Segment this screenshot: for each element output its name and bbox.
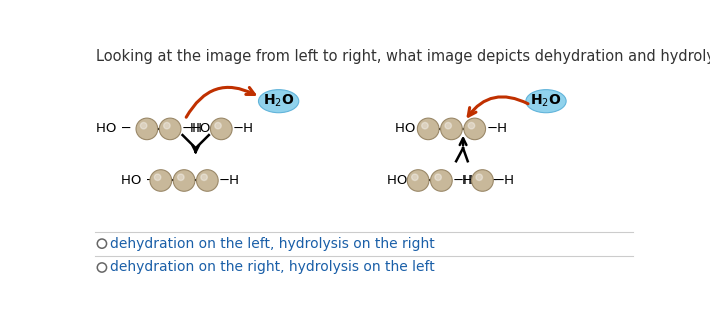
Text: dehydration on the right, hydrolysis on the left: dehydration on the right, hydrolysis on … (111, 261, 435, 275)
Circle shape (441, 118, 462, 140)
Circle shape (173, 170, 195, 191)
Circle shape (197, 170, 218, 191)
Circle shape (154, 174, 161, 180)
Circle shape (163, 122, 170, 129)
Text: −H: −H (219, 174, 240, 187)
Circle shape (464, 118, 486, 140)
Circle shape (136, 118, 158, 140)
Text: HO −: HO − (97, 122, 132, 135)
Text: HO −: HO − (387, 174, 423, 187)
Circle shape (417, 118, 439, 140)
Circle shape (468, 122, 475, 129)
Circle shape (210, 118, 232, 140)
Text: HO −: HO − (190, 122, 226, 135)
Text: Looking at the image from left to right, what image depicts dehydration and hydr: Looking at the image from left to right,… (97, 49, 710, 64)
Circle shape (476, 174, 483, 180)
Text: HO −: HO − (121, 174, 156, 187)
Text: −H: −H (233, 122, 254, 135)
Circle shape (430, 170, 452, 191)
Circle shape (412, 174, 418, 180)
Ellipse shape (526, 90, 566, 113)
Circle shape (214, 122, 222, 129)
Circle shape (150, 170, 172, 191)
Text: −H: −H (453, 174, 474, 187)
Text: −H: −H (486, 122, 508, 135)
Text: HO −: HO − (395, 122, 431, 135)
Ellipse shape (258, 90, 299, 113)
Text: HO −: HO − (462, 174, 497, 187)
Circle shape (445, 122, 452, 129)
Circle shape (435, 174, 442, 180)
Circle shape (422, 122, 428, 129)
Text: −H: −H (494, 174, 515, 187)
Circle shape (201, 174, 207, 180)
Text: H$_2$O: H$_2$O (530, 93, 562, 109)
Circle shape (408, 170, 429, 191)
Text: −H: −H (182, 122, 203, 135)
Text: H$_2$O: H$_2$O (263, 93, 295, 109)
Circle shape (141, 122, 147, 129)
Circle shape (471, 170, 493, 191)
Circle shape (159, 118, 181, 140)
Circle shape (178, 174, 184, 180)
Text: dehydration on the left, hydrolysis on the right: dehydration on the left, hydrolysis on t… (111, 236, 435, 251)
